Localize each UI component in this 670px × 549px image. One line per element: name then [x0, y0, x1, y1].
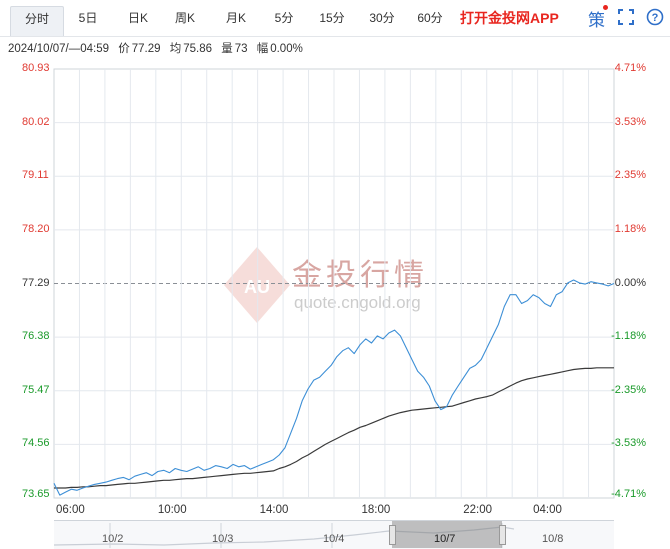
y-tick-label-left: 74.56 [22, 437, 50, 450]
x-tick-label: 10:00 [157, 504, 187, 516]
y-tick-label-right: 1.18% [614, 222, 646, 235]
y-tick-label-right: -2.35% [611, 383, 646, 396]
fullscreen-icon[interactable] [617, 8, 635, 26]
tab-monthly-k[interactable]: 月K [225, 11, 246, 25]
y-tick-label-left: 76.38 [22, 330, 50, 343]
navigator-handle-right[interactable] [499, 525, 506, 545]
y-tick-label-right: -1.18% [611, 330, 646, 343]
quote-datetime: 2024/10/07/—04:59 [8, 43, 110, 55]
y-tick-label-right: 3.53% [614, 115, 646, 128]
y-tick-label-left: 80.93 [22, 62, 50, 74]
navigator-label-10-8: 10/8 [542, 533, 564, 545]
price-line [53, 279, 615, 496]
y-tick-label-left: 73.65 [22, 488, 50, 500]
price-value: 77.29 [131, 43, 161, 55]
y-tick-label-left: 80.02 [22, 115, 50, 128]
open-app-link[interactable]: 打开金投网APP [460, 10, 559, 26]
navigator-handle-left[interactable] [389, 525, 396, 545]
tab-daily-k[interactable]: 日K [127, 11, 148, 25]
tab-5min[interactable]: 5分 [274, 11, 294, 25]
y-tick-label-left: 79.11 [22, 169, 49, 182]
x-tick-label: 22:00 [463, 504, 493, 516]
navigator-label-10-3: 10/3 [212, 533, 234, 545]
y-tick-label-right: 0.00% [614, 276, 646, 289]
y-tick-label-right: -3.53% [611, 437, 646, 450]
svg-text:?: ? [652, 12, 659, 24]
average-price-line [54, 367, 614, 489]
y-tick-label-left: 75.47 [22, 383, 50, 396]
notification-dot [603, 5, 608, 10]
x-tick-label: 04:00 [533, 504, 562, 516]
tab-weekly-k[interactable]: 周K [174, 11, 195, 25]
x-tick-label: 18:00 [361, 504, 391, 516]
watermark-logo-text: AU [244, 277, 270, 297]
navigator-selection[interactable] [392, 521, 502, 548]
navigator-label-10-7: 10/7 [434, 533, 456, 545]
help-icon[interactable]: ? [646, 8, 664, 26]
y-tick-label-left: 77.29 [22, 276, 50, 289]
change-value: 0.00% [270, 43, 303, 55]
avg-value: 75.86 [183, 43, 212, 55]
tab-15min[interactable]: 15分 [319, 11, 345, 25]
price-label: 价 [118, 43, 130, 55]
tab-60min[interactable]: 60分 [417, 11, 443, 25]
x-tick-label: 06:00 [56, 504, 85, 516]
navigator-label-10-2: 10/2 [102, 533, 124, 545]
tab-intraday[interactable]: 分时 [10, 6, 64, 36]
watermark-logo: AU [224, 247, 290, 323]
range-navigator[interactable]: 10/2 10/3 10/4 10/7 10/8 [54, 520, 614, 549]
tab-5day[interactable]: 5日 [78, 11, 98, 25]
avg-label: 均 [169, 43, 182, 55]
y-tick-label-right: 2.35% [614, 169, 646, 182]
volume-label: 量 [221, 43, 233, 55]
watermark-text: 金投行情 [292, 258, 428, 293]
watermark-url: quote.cngold.org [294, 293, 421, 312]
period-tabs: 分时 5日 日K 周K 月K 5分 15分 30分 60分 打开金投网APP 策… [0, 0, 670, 37]
quote-info-bar: 2024/10/07/—04:59 价 77.29 均 75.86 量 73 幅 0.0… [8, 40, 309, 56]
tab-30min[interactable]: 30分 [369, 11, 395, 25]
volume-value: 73 [234, 43, 248, 55]
y-tick-label-right: -4.71% [611, 488, 646, 500]
change-label: 幅 [256, 43, 269, 55]
strategy-button[interactable]: 策 [588, 11, 605, 31]
x-tick-label: 14:00 [259, 504, 289, 516]
y-tick-label-right: 4.71% [614, 62, 646, 74]
navigator-label-10-4: 10/4 [323, 533, 345, 545]
y-tick-label-left: 78.20 [22, 222, 50, 235]
